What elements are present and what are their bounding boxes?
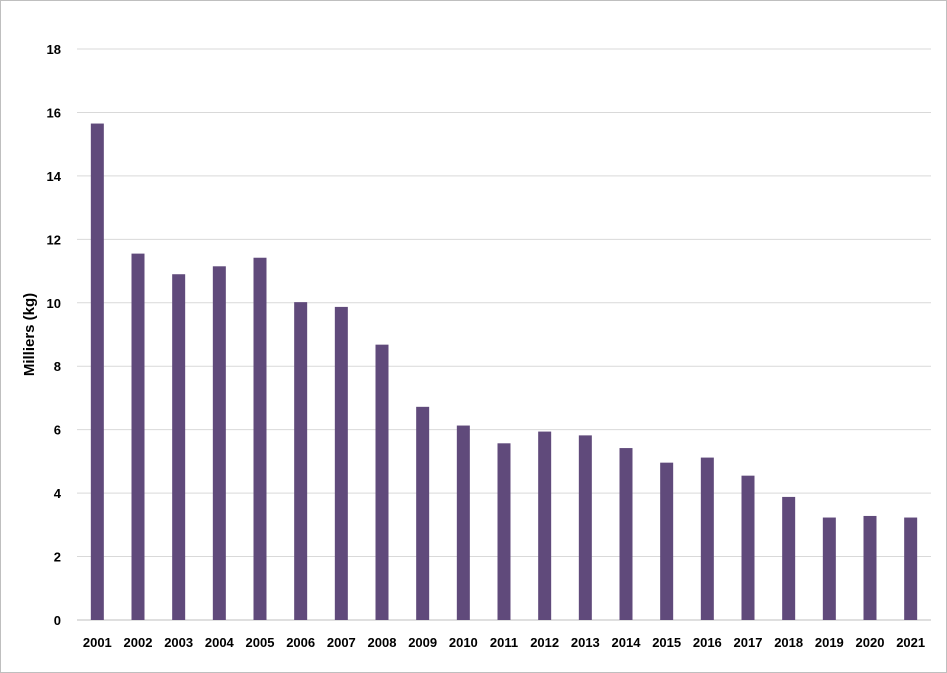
x-tick-label: 2012 (530, 635, 559, 650)
y-tick-label: 6 (54, 423, 61, 438)
bar-2021 (904, 517, 918, 620)
x-tick-label: 2017 (734, 635, 763, 650)
y-tick-label: 0 (54, 613, 61, 628)
x-tick-label: 2010 (449, 635, 478, 650)
x-tick-label: 2004 (205, 635, 235, 650)
x-tick-label: 2005 (246, 635, 275, 650)
x-tick-label: 2016 (693, 635, 722, 650)
bar-2003 (172, 274, 186, 620)
y-tick-label: 16 (47, 105, 61, 120)
bar-2001 (90, 123, 104, 620)
x-tick-label: 2011 (490, 635, 518, 650)
bar-2018 (782, 496, 796, 620)
x-tick-label: 2021 (896, 635, 925, 650)
x-tick-label: 2006 (286, 635, 315, 650)
x-tick-label: 2020 (856, 635, 885, 650)
y-tick-label: 18 (47, 42, 61, 57)
bars (90, 123, 918, 620)
bar-2002 (131, 253, 145, 620)
bar-2009 (416, 406, 430, 620)
bar-2010 (456, 425, 470, 620)
y-tick-label: 8 (54, 359, 61, 374)
bar-2007 (334, 306, 348, 620)
bar-2016 (700, 457, 714, 620)
bar-2015 (660, 462, 674, 620)
x-tick-label: 2018 (774, 635, 803, 650)
bar-2013 (578, 435, 592, 620)
y-tick-labels: 0 2 4 6 8 10 12 14 16 18 (47, 42, 62, 628)
x-tick-label: 2003 (164, 635, 193, 650)
y-tick-label: 14 (47, 169, 62, 184)
y-axis-title: Milliers (kg) (21, 293, 38, 376)
x-tick-label: 2008 (368, 635, 397, 650)
x-tick-label: 2009 (408, 635, 437, 650)
y-tick-label: 10 (47, 296, 61, 311)
x-tick-label: 2014 (612, 635, 642, 650)
bar-2004 (212, 266, 226, 620)
bar-2011 (497, 443, 511, 620)
x-tick-label: 2007 (327, 635, 356, 650)
bar-2008 (375, 344, 389, 620)
x-tick-label: 2001 (83, 635, 112, 650)
bar-2014 (619, 448, 633, 620)
x-tick-label: 2002 (124, 635, 153, 650)
bar-2005 (253, 257, 267, 620)
y-tick-label: 12 (47, 232, 61, 247)
bar-2020 (863, 515, 877, 620)
x-tick-labels: 2001 2002 2003 2004 2005 2006 2007 2008 2009 2010… (83, 635, 925, 650)
x-tick-label: 2015 (652, 635, 681, 650)
bar-2006 (294, 302, 308, 620)
y-tick-label: 4 (54, 486, 62, 501)
bar-2019 (822, 517, 836, 620)
bar-2017 (741, 475, 755, 620)
y-tick-label: 2 (54, 550, 61, 565)
x-tick-label: 2019 (815, 635, 844, 650)
x-tick-label: 2013 (571, 635, 600, 650)
bar-2012 (538, 431, 552, 620)
